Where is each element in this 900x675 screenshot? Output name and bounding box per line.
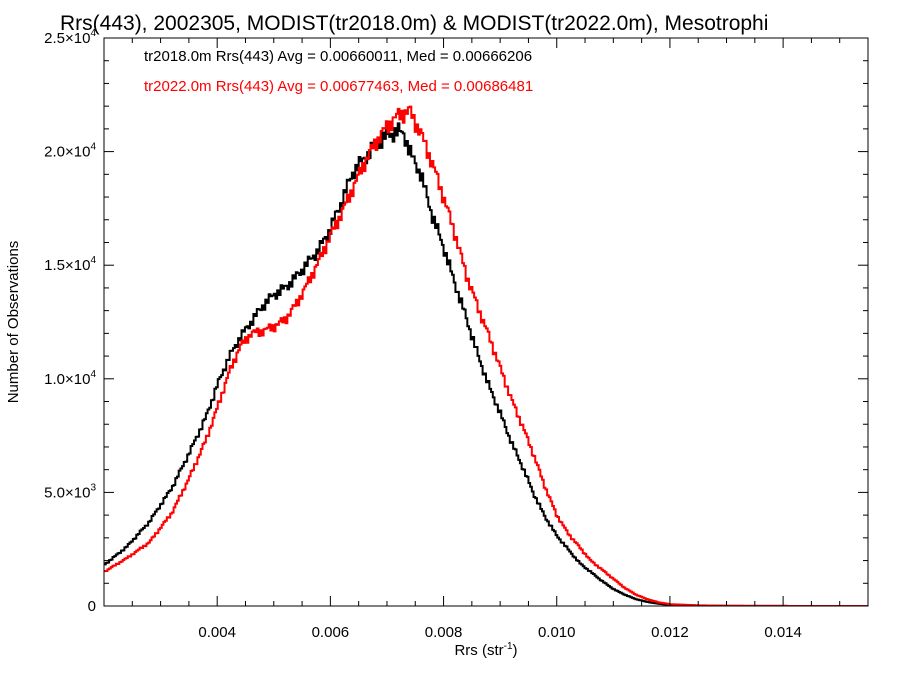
- x-axis-label-close: ): [513, 642, 518, 659]
- legend-entry-tr2022: tr2022.0m Rrs(443) Avg = 0.00677463, Med…: [144, 78, 533, 95]
- legend-entry-tr2018: tr2018.0m Rrs(443) Avg = 0.00660011, Med…: [144, 48, 532, 65]
- x-tick-label: 0.008: [425, 624, 463, 641]
- x-tick-label: 0.010: [538, 624, 576, 641]
- y-tick-label: 2.0×104: [44, 142, 96, 161]
- x-axis-label-base: Rrs (str: [454, 642, 503, 659]
- x-tick-label: 0.014: [764, 624, 802, 641]
- chart-title: Rrs(443), 2002305, MODIST(tr2018.0m) & M…: [60, 12, 768, 35]
- y-tick-label: 1.0×104: [44, 369, 96, 388]
- y-tick-label: 5.0×103: [44, 482, 96, 501]
- y-tick-label: 1.5×104: [44, 255, 96, 274]
- y-tick-label: 0: [88, 598, 96, 615]
- x-axis-label-exponent: -1: [504, 641, 513, 652]
- x-tick-label: 0.006: [312, 624, 350, 641]
- series-line-1: [104, 105, 868, 606]
- plot-frame: [103, 37, 869, 607]
- series-line-0: [104, 122, 868, 606]
- x-axis-label: Rrs (str-1): [454, 641, 517, 659]
- x-tick-label: 0.004: [198, 624, 236, 641]
- y-axis-label: Number of Observations: [5, 241, 22, 404]
- y-tick-label: 2.5×104: [44, 28, 96, 47]
- x-tick-label: 0.012: [651, 624, 689, 641]
